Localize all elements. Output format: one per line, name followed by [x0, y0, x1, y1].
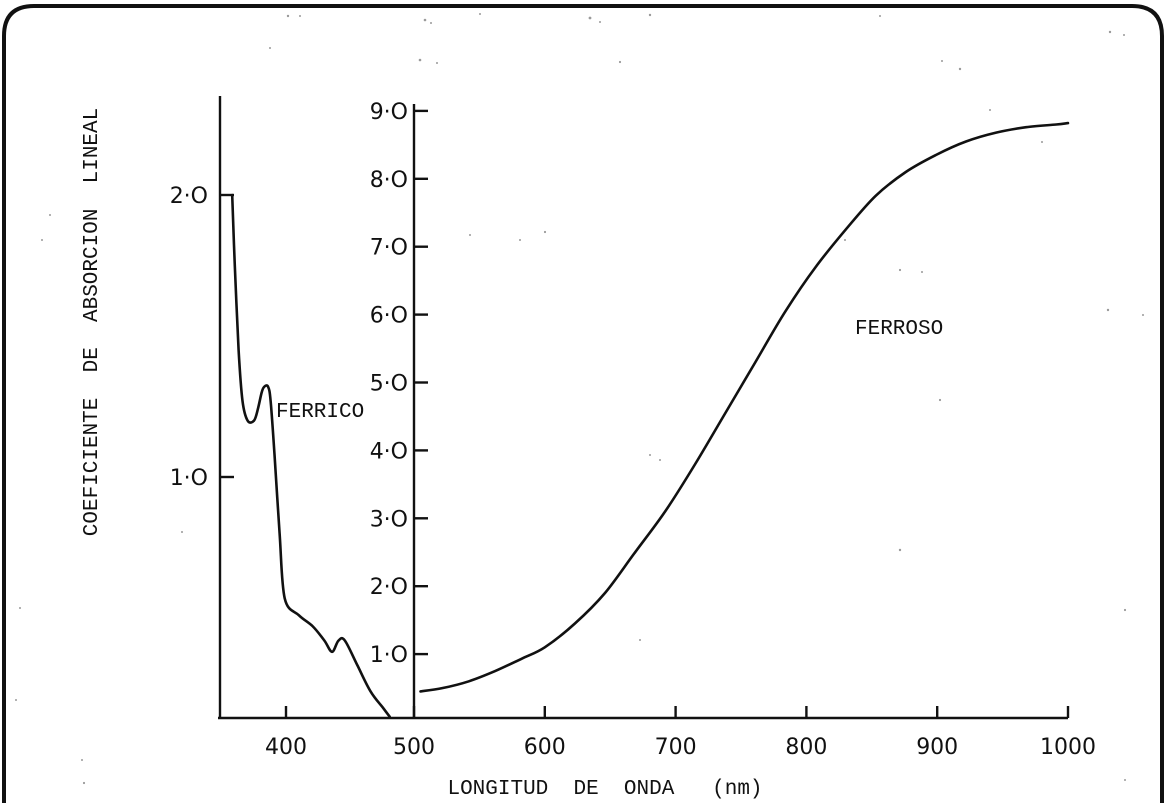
- right-y-tick-label: 6·O: [370, 304, 408, 329]
- x-tick-label: 800: [785, 735, 827, 760]
- right-y-tick-label: 7·O: [370, 236, 408, 261]
- annotation-ferroso: FERROSO: [855, 318, 943, 341]
- series-line-ferroso: [419, 121, 1070, 693]
- annotation-ferrico: FERRICO: [276, 401, 364, 424]
- x-tick-label: 400: [265, 735, 307, 760]
- right-y-tick-label: 8·O: [370, 168, 408, 193]
- right-y-tick-label: 5·O: [370, 372, 408, 397]
- right-y-tick-label: 1·O: [370, 643, 408, 668]
- ticks: 400 500 600 700 800 900 1000 1·O 2·O 1·O 2·O 3·O 4·O…: [170, 100, 1096, 760]
- x-axis-title: LONGITUD DE ONDA (nm): [447, 778, 762, 801]
- left-y-tick-label: 2·O: [170, 184, 208, 209]
- series-line-ferrico: [230, 193, 391, 718]
- right-y-tick-label: 2·O: [370, 575, 408, 600]
- right-y-tick-label: 9·O: [370, 100, 408, 125]
- scan-speckles: [15, 13, 1144, 785]
- right-y-tick-label: 4·O: [370, 439, 408, 464]
- figure-frame: [2, 4, 1164, 803]
- x-tick-label: 600: [524, 735, 566, 760]
- x-tick-label: 500: [393, 735, 435, 760]
- series-lines: [230, 121, 1070, 718]
- axes: [218, 96, 1068, 720]
- x-tick-label: 700: [655, 735, 697, 760]
- right-y-tick-label: 3·O: [370, 507, 408, 532]
- x-tick-label: 900: [916, 735, 958, 760]
- x-tick-label: 1000: [1040, 735, 1096, 760]
- left-y-tick-label: 1·O: [170, 466, 208, 491]
- y-axis-title: COEFICIENTE DE ABSORCION LINEAL: [81, 108, 104, 536]
